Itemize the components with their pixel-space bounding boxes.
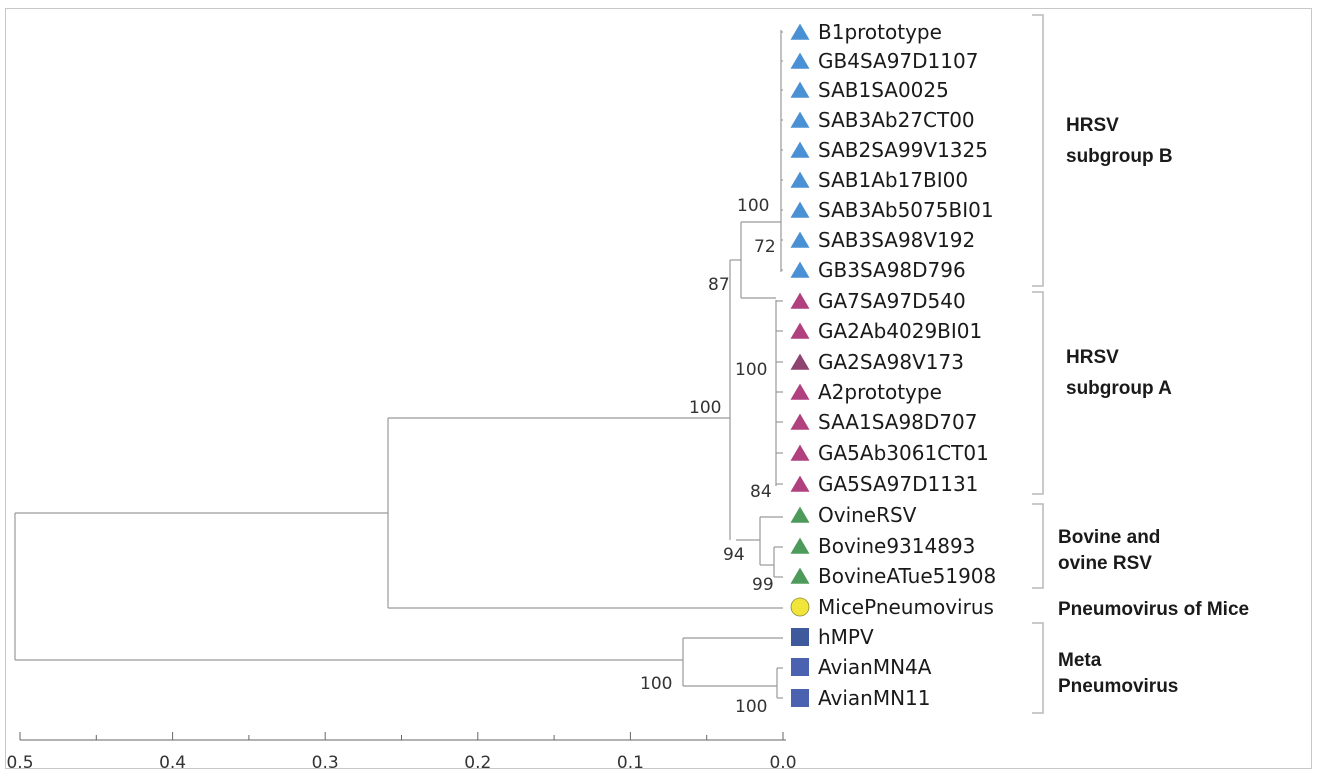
leaf-label: SAB3Ab27CT00 (818, 108, 975, 132)
leaf-markers (789, 22, 811, 707)
leaf-label: MicePneumovirus (818, 595, 994, 619)
group-label-line2: ovine RSV (1058, 553, 1152, 574)
leaf-label: GA5Ab3061CT01 (818, 441, 989, 465)
group-labels: HRSV subgroup B HRSV subgroup A Bovine a… (1058, 115, 1249, 697)
group-bracket (1032, 291, 1044, 495)
bootstrap-support-values: 100 72 87 100 100 84 94 99 100 100 (640, 196, 776, 717)
triangle-marker-icon (789, 412, 811, 431)
scale-tick-label: 0.5 (6, 753, 33, 773)
leaf-label: SAA1SA98D707 (818, 410, 977, 434)
group-brackets (1032, 14, 1044, 714)
triangle-marker-icon (789, 51, 811, 70)
triangle-marker-icon (789, 22, 811, 41)
group-label-line1: Bovine and (1058, 527, 1160, 548)
support-value: 84 (750, 482, 772, 502)
square-marker-icon (791, 658, 809, 676)
group-bracket (1032, 14, 1044, 287)
square-marker-icon (791, 689, 809, 707)
scale-tick-label: 0.1 (617, 753, 644, 773)
leaf-label: GA5SA97D1131 (818, 472, 978, 496)
group-label-line1: Pneumovirus of Mice (1058, 599, 1249, 620)
support-value: 87 (708, 275, 730, 295)
leaf-label: AvianMN4A (818, 655, 932, 679)
group-label-line1: HRSV (1066, 115, 1119, 136)
figure-frame (5, 8, 1312, 769)
triangle-marker-icon (789, 321, 811, 340)
triangle-marker-icon (789, 230, 811, 249)
leaf-label: BovineATue51908 (818, 564, 996, 588)
leaf-label: SAB3SA98V192 (818, 228, 975, 252)
triangle-marker-icon (789, 382, 811, 401)
triangle-marker-icon (789, 566, 811, 585)
triangle-marker-icon (789, 170, 811, 189)
group-label-line1: HRSV (1066, 347, 1119, 368)
support-value: 99 (752, 575, 774, 595)
leaf-label: SAB2SA99V1325 (818, 138, 988, 162)
leaf-label: SAB3Ab5075BI01 (818, 198, 994, 222)
triangle-marker-icon (789, 260, 811, 279)
triangle-marker-icon (789, 352, 811, 371)
tree-branches (14, 30, 783, 699)
group-label-line2: Pneumovirus (1058, 676, 1178, 697)
support-value: 94 (723, 545, 745, 565)
leaf-label: SAB1SA0025 (818, 78, 949, 102)
leaf-label: SAB1Ab17BI00 (818, 168, 968, 192)
leaf-label: B1prototype (818, 20, 942, 44)
leaf-label: GA2SA98V173 (818, 350, 964, 374)
scale-tick-label: 0.0 (769, 753, 796, 773)
support-value: 100 (689, 398, 721, 418)
triangle-marker-icon (789, 200, 811, 219)
leaf-label: OvineRSV (818, 503, 917, 527)
support-value: 100 (735, 360, 767, 380)
leaf-label: hMPV (818, 625, 874, 649)
leaf-label: GB3SA98D796 (818, 258, 966, 282)
leaf-label: GA2Ab4029BI01 (818, 319, 982, 343)
group-label-line2: subgroup A (1066, 378, 1172, 399)
triangle-marker-icon (789, 443, 811, 462)
group-bracket (1032, 622, 1044, 714)
leaf-label: AvianMN11 (818, 686, 931, 710)
group-label-line2: subgroup B (1066, 146, 1173, 167)
leaf-label: Bovine9314893 (818, 534, 975, 558)
leaf-labels: B1prototype GB4SA97D1107 SAB1SA0025 SAB3… (818, 20, 996, 710)
triangle-marker-icon (789, 536, 811, 555)
group-bracket (1032, 503, 1044, 589)
support-value: 72 (754, 237, 776, 257)
group-label-line1: Meta (1058, 650, 1102, 671)
circle-marker-icon (790, 597, 810, 617)
support-value: 100 (640, 674, 672, 694)
leaf-label: A2prototype (818, 380, 942, 404)
support-value: 100 (737, 196, 769, 216)
triangle-marker-icon (789, 110, 811, 129)
scale-tick-label: 0.4 (159, 753, 186, 773)
triangle-marker-icon (789, 474, 811, 493)
triangle-marker-icon (789, 140, 811, 159)
square-marker-icon (791, 628, 809, 646)
triangle-marker-icon (789, 291, 811, 310)
scale-tick-label: 0.3 (312, 753, 339, 773)
scale-axis-ticks (19, 732, 784, 740)
scale-axis: 0.5 0.4 0.3 0.2 0.1 0.0 (6, 732, 797, 773)
support-value: 100 (735, 697, 767, 717)
scale-tick-label: 0.2 (464, 753, 491, 773)
triangle-marker-icon (789, 80, 811, 99)
triangle-marker-icon (789, 505, 811, 524)
leaf-label: GA7SA97D540 (818, 289, 966, 313)
leaf-label: GB4SA97D1107 (818, 49, 978, 73)
